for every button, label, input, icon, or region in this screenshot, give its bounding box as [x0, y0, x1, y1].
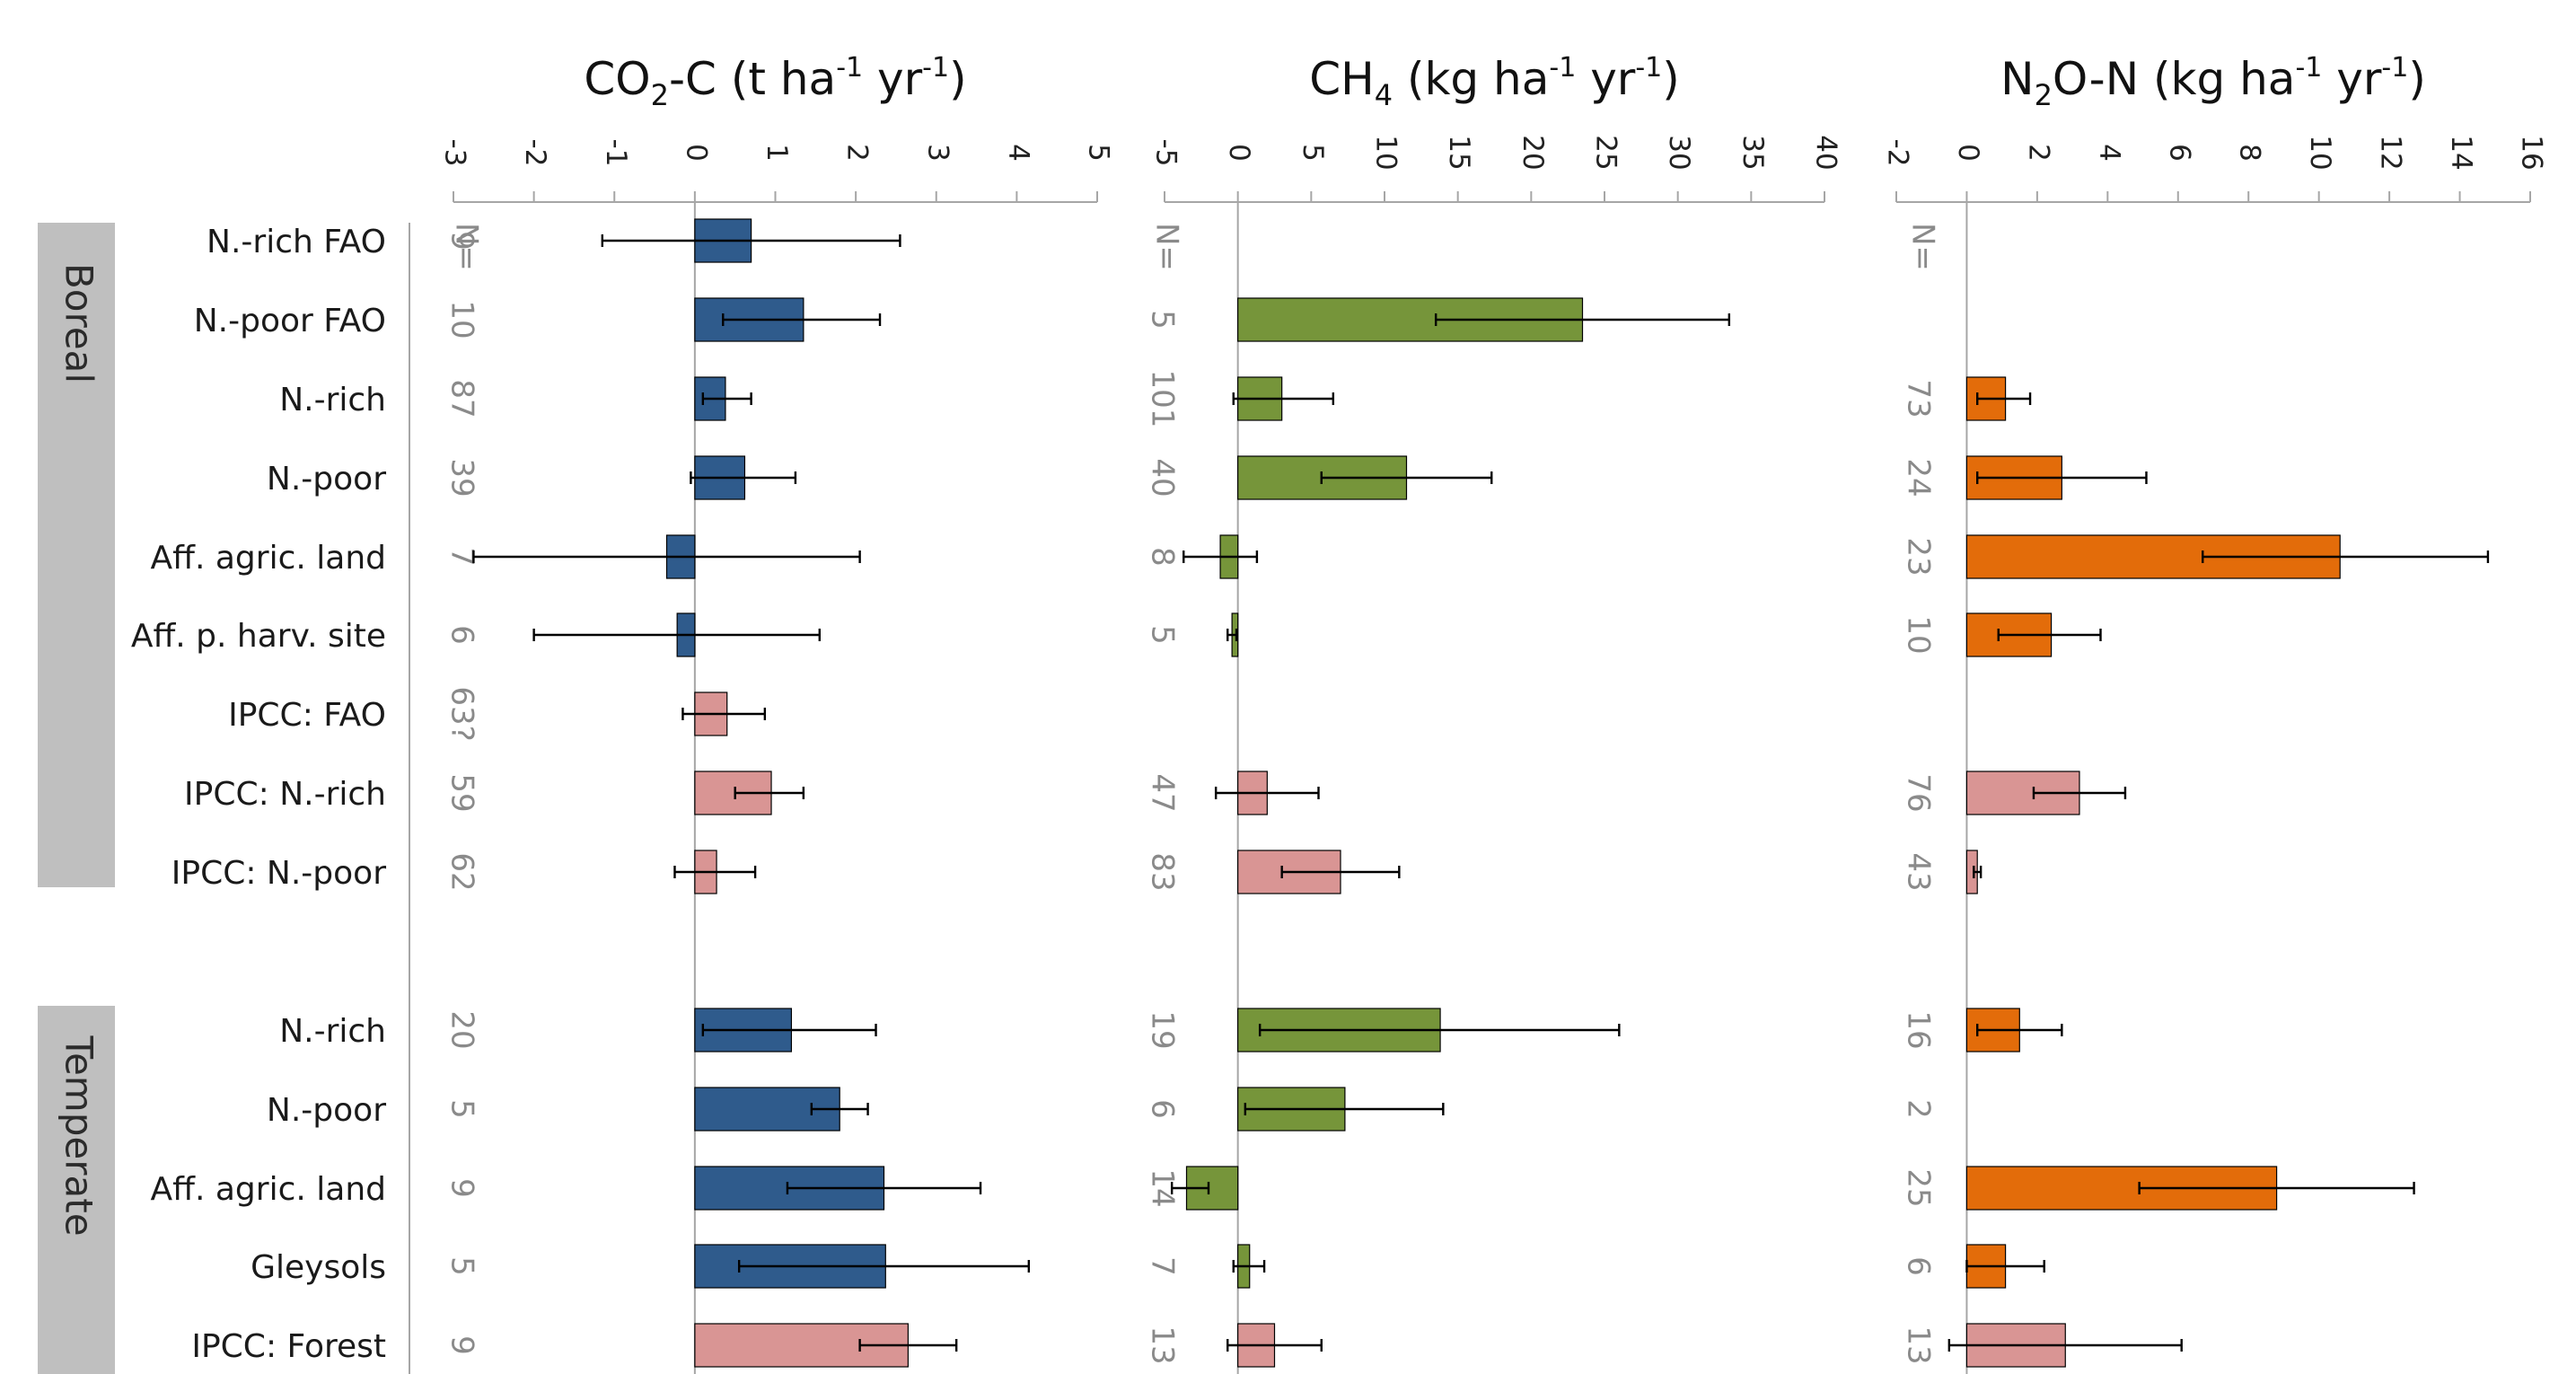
n-count-label: 19	[1145, 1010, 1181, 1049]
n-count-label: 24	[1901, 458, 1937, 497]
x-tick-label: 6	[2163, 144, 2195, 162]
n-header: N=	[449, 223, 485, 271]
category-label: N.-rich	[279, 1013, 386, 1050]
n-count-label: 101	[1145, 370, 1181, 428]
x-tick-label: 0	[680, 144, 712, 162]
n-count-label: 59	[444, 773, 480, 812]
panels: CO2​-C (t ha-1​ yr-1​)-3-2-1012345N=9108…	[439, 52, 2548, 1374]
n-count-label: 40	[1145, 458, 1181, 497]
n-count-label: 5	[1145, 310, 1181, 330]
n-count-label: 73	[1901, 379, 1937, 418]
n-count-label: 9	[444, 1335, 480, 1355]
category-label: IPCC: N.-rich	[184, 776, 386, 813]
x-tick-label: 5	[1297, 144, 1329, 162]
n-count-label: 8	[1145, 547, 1181, 567]
x-tick-label: -2	[519, 139, 551, 167]
n-count-label: 13	[1901, 1326, 1937, 1364]
panel-2: CH4​ (kg ha-1​ yr-1​)-50510152025303540N…	[1145, 52, 1842, 1374]
x-tick-label: -3	[439, 139, 471, 167]
x-tick-label: 14	[2445, 135, 2477, 170]
n-count-label: 76	[1901, 773, 1937, 812]
x-tick-label: 0	[1223, 144, 1255, 162]
group-box-temperate	[38, 1006, 115, 1374]
n-count-label: 63?	[444, 686, 480, 741]
n-count-label: 13	[1145, 1326, 1181, 1364]
n-count-label: 9	[444, 231, 480, 251]
n-count-label: 16	[1901, 1010, 1937, 1049]
panel-title: CH4​ (kg ha-1​ yr-1​)	[1309, 52, 1680, 112]
x-tick-label: 2	[841, 144, 874, 162]
group-label-boreal: Boreal	[57, 263, 101, 383]
n-count-label: 7	[444, 547, 480, 567]
x-tick-label: 12	[2375, 135, 2407, 170]
category-label: IPCC: FAO	[228, 697, 386, 734]
x-tick-label: 15	[1443, 135, 1475, 170]
x-tick-label: 8	[2234, 144, 2266, 162]
n-count-label: 10	[444, 300, 480, 339]
n-header: N=	[1905, 223, 1941, 271]
panel-1: CO2​-C (t ha-1​ yr-1​)-3-2-1012345N=9108…	[439, 52, 1115, 1374]
x-tick-label: -5	[1150, 139, 1182, 167]
x-tick-label: 20	[1517, 135, 1549, 170]
n-count-label: 87	[444, 379, 480, 418]
n-count-label: 6	[1901, 1256, 1937, 1276]
category-label: Gleysols	[251, 1249, 386, 1286]
category-label: N.-poor	[267, 461, 386, 498]
category-label: N.-poor	[267, 1092, 386, 1129]
panel-3: N2​O-N (kg ha-1​ yr-1​)-20246810121416N=…	[1882, 52, 2548, 1374]
x-tick-label: 40	[1810, 135, 1842, 170]
x-tick-label: 3	[921, 144, 954, 162]
category-label: Aff. agric. land	[151, 540, 386, 577]
n-count-label: 47	[1145, 773, 1181, 812]
x-tick-label: 1	[760, 144, 793, 162]
n-header: N=	[1149, 223, 1185, 271]
n-count-label: 23	[1901, 537, 1937, 576]
x-tick-label: 10	[2304, 135, 2336, 170]
n-count-label: 62	[444, 852, 480, 891]
group-label-temperate: Temperate	[57, 1035, 101, 1236]
x-tick-label: 10	[1370, 135, 1402, 170]
x-tick-label: 35	[1736, 135, 1769, 170]
n-count-label: 5	[444, 1256, 480, 1276]
n-count-label: 83	[1145, 852, 1181, 891]
n-count-label: 10	[1901, 615, 1937, 654]
n-count-label: 43	[1901, 852, 1937, 891]
group-box-boreal	[38, 223, 115, 887]
category-labels: N.-rich FAO N.-poor FAO N.-rich N.-poor Aff.…	[131, 223, 410, 1374]
panel-title: CO2​-C (t ha-1​ yr-1​)	[584, 52, 966, 112]
n-count-label: 39	[444, 458, 480, 497]
category-label: N.-rich	[279, 382, 386, 418]
n-count-label: 2	[1901, 1099, 1937, 1119]
category-label: N.-poor FAO	[194, 303, 386, 339]
x-tick-label: 2	[2022, 144, 2054, 162]
n-count-label: 5	[1145, 625, 1181, 645]
n-count-label: 6	[1145, 1099, 1181, 1119]
x-tick-label: 4	[1002, 144, 1034, 162]
panel-title: N2​O-N (kg ha-1​ yr-1​)	[2000, 52, 2426, 112]
n-count-label: 6	[444, 625, 480, 645]
n-count-label: 7	[1145, 1256, 1181, 1276]
x-tick-label: 4	[2093, 144, 2125, 162]
x-tick-label: 25	[1590, 135, 1622, 170]
x-tick-label: -2	[1882, 139, 1914, 167]
category-label: Aff. agric. land	[151, 1171, 386, 1208]
group-labels: Boreal Temperate	[38, 223, 115, 1374]
n-count-label: 20	[444, 1010, 480, 1049]
category-label: Aff. p. harv. site	[131, 618, 386, 655]
n-count-label: 25	[1901, 1168, 1937, 1207]
category-label: IPCC: N.-poor	[171, 855, 386, 892]
category-label: IPCC: Forest	[191, 1328, 386, 1365]
n-count-label: 9	[444, 1178, 480, 1198]
x-tick-label: 30	[1663, 135, 1695, 170]
x-tick-label: -1	[600, 139, 632, 167]
category-label: N.-rich FAO	[207, 224, 386, 260]
x-tick-label: 5	[1083, 144, 1115, 162]
x-tick-label: 16	[2516, 135, 2548, 170]
x-tick-label: 0	[1952, 144, 1984, 162]
n-count-label: 5	[444, 1099, 480, 1119]
